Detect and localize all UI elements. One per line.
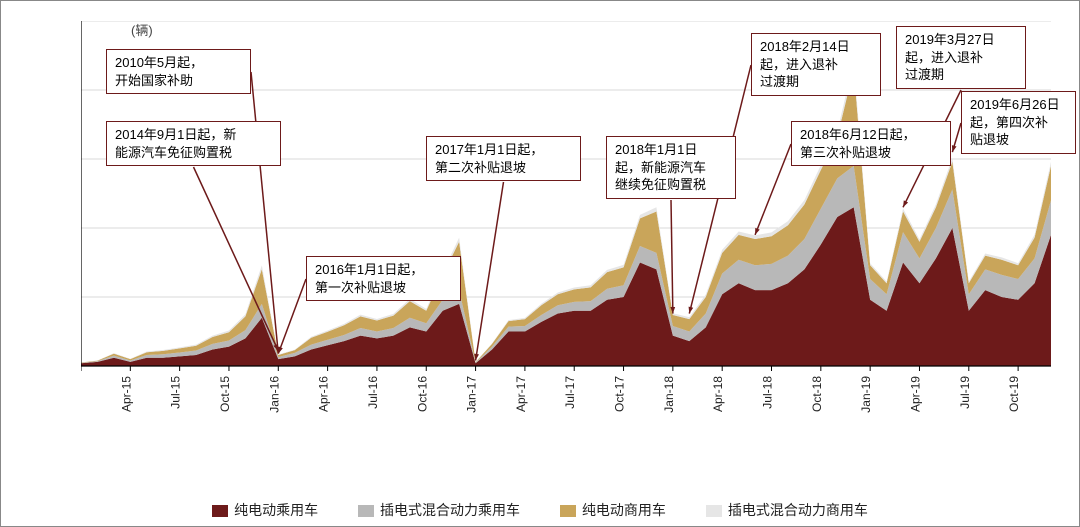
callout-box: 2018年2月14日起，进入退补过渡期 [751, 33, 881, 96]
svg-text:(辆): (辆) [131, 23, 153, 38]
svg-text:Oct-19: Oct-19 [1007, 376, 1021, 412]
callout-text: 2019年6月26日 [970, 96, 1067, 114]
callout-text: 起，进入退补 [760, 56, 872, 74]
callout-box: 2018年6月12日起，第三次补贴退坡 [791, 121, 951, 166]
svg-text:Jan-19: Jan-19 [859, 376, 873, 413]
callout-text: 起，新能源汽车 [615, 159, 727, 177]
svg-text:Jul-18: Jul-18 [761, 376, 775, 409]
callout-text: 2016年1月1日起， [315, 261, 452, 279]
callout-box: 2010年5月起，开始国家补助 [106, 49, 251, 94]
callout-box: 2016年1月1日起，第一次补贴退坡 [306, 256, 461, 301]
legend-label: 插电式混合动力商用车 [728, 502, 868, 518]
svg-text:Jul-15: Jul-15 [169, 376, 183, 409]
callout-text: 第二次补贴退坡 [435, 159, 572, 177]
callout-text: 2014年9月1日起，新 [115, 126, 272, 144]
legend-label: 插电式混合动力乘用车 [380, 502, 520, 518]
svg-text:Apr-19: Apr-19 [908, 376, 922, 412]
svg-text:Jan-18: Jan-18 [662, 376, 676, 413]
callout-box: 2017年1月1日起，第二次补贴退坡 [426, 136, 581, 181]
legend-label: 纯电动商用车 [582, 502, 666, 518]
legend-item: 插电式混合动力乘用车 [358, 500, 520, 520]
callout-text: 2018年6月12日起， [800, 126, 942, 144]
callout-box: 2018年1月1日起，新能源汽车继续免征购置税 [606, 136, 736, 199]
callout-text: 起，第四次补 [970, 114, 1067, 132]
svg-text:Jan-17: Jan-17 [465, 376, 479, 413]
legend: 纯电动乘用车 插电式混合动力乘用车 纯电动商用车 插电式混合动力商用车 [1, 500, 1079, 520]
callout-text: 过渡期 [905, 66, 1017, 84]
svg-text:Apr-16: Apr-16 [317, 376, 331, 412]
svg-text:Oct-15: Oct-15 [218, 376, 232, 412]
svg-text:Oct-17: Oct-17 [613, 376, 627, 412]
callout-text: 第一次补贴退坡 [315, 279, 452, 297]
legend-label: 纯电动乘用车 [234, 502, 318, 518]
svg-text:Jan-15: Jan-15 [81, 376, 84, 413]
callout-text: 开始国家补助 [115, 72, 242, 90]
svg-text:Jan-16: Jan-16 [267, 376, 281, 413]
svg-text:Jul-16: Jul-16 [366, 376, 380, 409]
callout-text: 贴退坡 [970, 131, 1067, 149]
callout-text: 2017年1月1日起， [435, 141, 572, 159]
callout-text: 能源汽车免征购置税 [115, 144, 272, 162]
callout-text: 2018年1月1日 [615, 141, 727, 159]
callout-text: 起，进入退补 [905, 49, 1017, 67]
callout-text: 2010年5月起， [115, 54, 242, 72]
legend-item: 纯电动商用车 [560, 500, 666, 520]
callout-text: 过渡期 [760, 73, 872, 91]
callout-box: 2019年3月27日起，进入退补过渡期 [896, 26, 1026, 89]
svg-text:Oct-18: Oct-18 [810, 376, 824, 412]
legend-item: 插电式混合动力商用车 [706, 500, 868, 520]
callout-box: 2019年6月26日起，第四次补贴退坡 [961, 91, 1076, 154]
callout-text: 2018年2月14日 [760, 38, 872, 56]
callout-box: 2014年9月1日起，新能源汽车免征购置税 [106, 121, 281, 166]
svg-text:Oct-16: Oct-16 [415, 376, 429, 412]
callout-text: 继续免征购置税 [615, 176, 727, 194]
svg-text:Jul-17: Jul-17 [563, 376, 577, 409]
svg-text:Jul-19: Jul-19 [958, 376, 972, 409]
legend-item: 纯电动乘用车 [212, 500, 318, 520]
svg-text:Apr-15: Apr-15 [119, 376, 133, 412]
svg-text:Apr-17: Apr-17 [514, 376, 528, 412]
callout-text: 第三次补贴退坡 [800, 144, 942, 162]
callout-text: 2019年3月27日 [905, 31, 1017, 49]
svg-text:Apr-18: Apr-18 [711, 376, 725, 412]
